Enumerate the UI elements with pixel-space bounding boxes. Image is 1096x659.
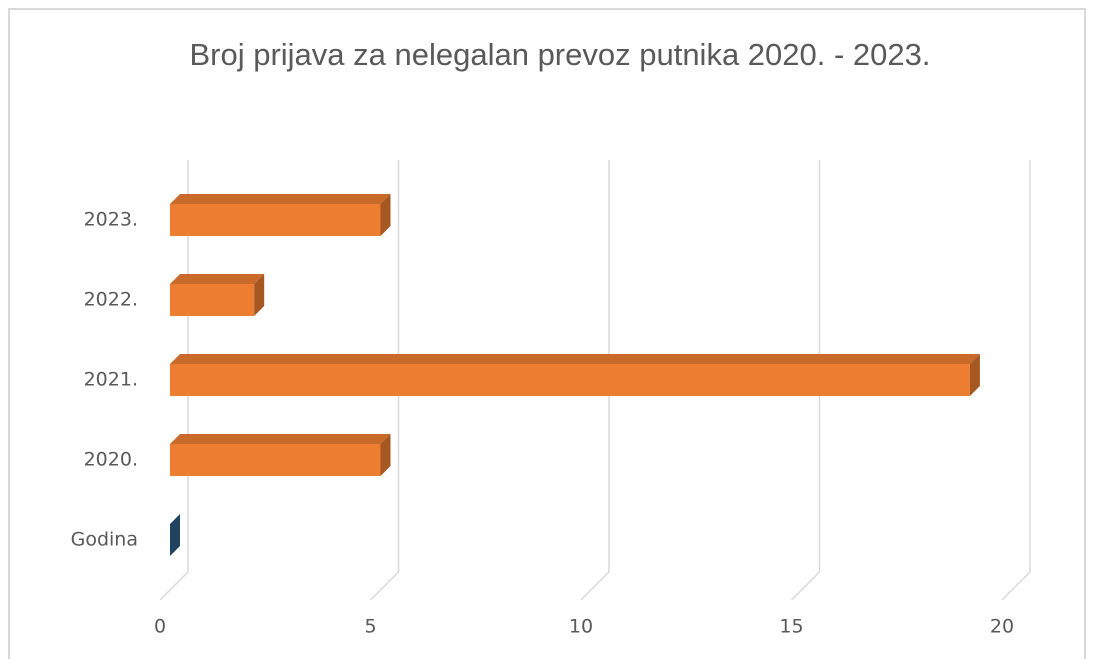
bar-side (170, 514, 180, 556)
bar-top (170, 274, 265, 284)
x-tick-label: 0 (154, 616, 166, 638)
bar-side (380, 194, 391, 236)
grid-floor-line (159, 571, 189, 601)
bar (170, 444, 381, 476)
bar (170, 364, 970, 396)
grid-floor-line (580, 571, 610, 601)
bar-side (380, 434, 391, 476)
x-tick-label: 20 (990, 616, 1014, 638)
grid-floor-line (790, 571, 821, 601)
bar-side (969, 354, 980, 396)
bar (170, 284, 255, 316)
y-tick-label: Godina (71, 529, 138, 551)
x-tick-label: 15 (779, 616, 803, 638)
grid-floor-line (1001, 571, 1031, 601)
y-tick-label: 2020. (84, 449, 138, 471)
bar-top (170, 354, 980, 364)
bar-top (170, 194, 391, 204)
x-tick-label: 5 (364, 616, 376, 638)
y-tick-label: 2021. (84, 369, 138, 391)
bar-side (254, 274, 265, 316)
y-tick-label: 2023. (84, 209, 138, 231)
chart-title: Broj prijava za nelegalan prevoz putnika… (189, 37, 931, 72)
bar (170, 204, 381, 236)
x-tick-label: 10 (569, 616, 593, 638)
grid-floor-line (369, 571, 400, 601)
chart-frame (8, 8, 1086, 659)
y-tick-label: 2022. (84, 289, 138, 311)
bar-top (170, 434, 391, 444)
